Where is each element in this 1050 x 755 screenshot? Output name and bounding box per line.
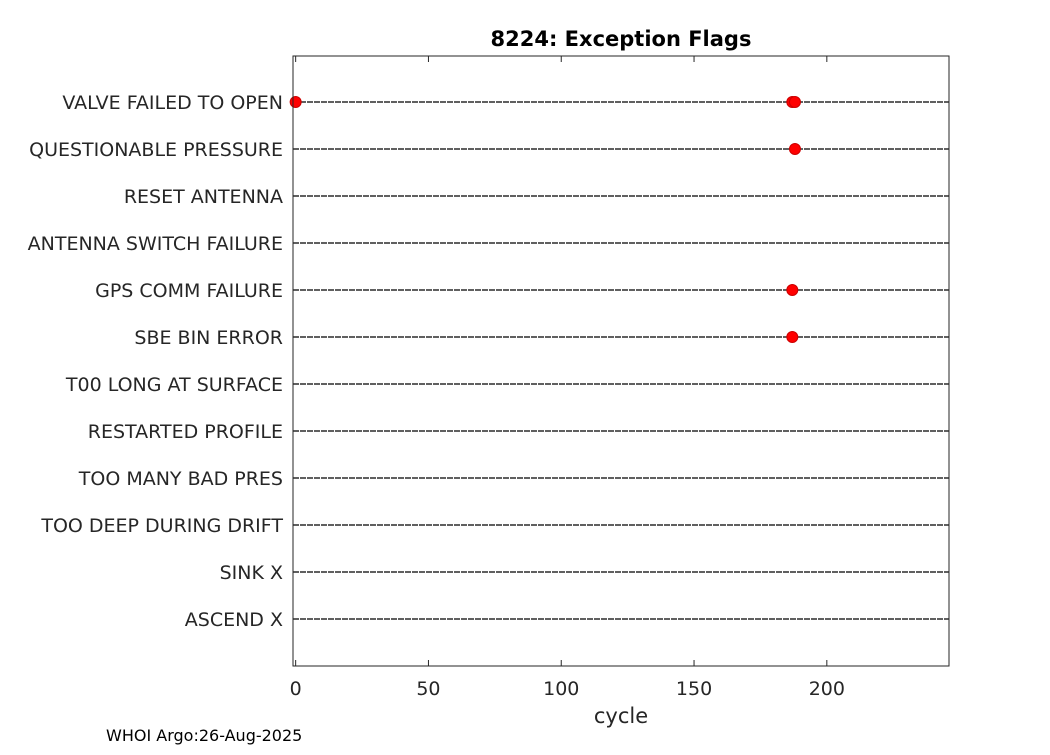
y-tick-labels: VALVE FAILED TO OPEN QUESTIONABLE PRESSUR…: [28, 92, 284, 631]
x-axis-label: cycle: [594, 704, 648, 728]
data-points: [289, 96, 801, 343]
chart-title: 8224: Exception Flags: [491, 27, 752, 51]
y-tick-label: T00 LONG AT SURFACE: [65, 374, 283, 396]
y-tick-label: VALVE FAILED TO OPEN: [62, 92, 283, 114]
data-point: [788, 96, 801, 108]
x-ticks: 0 50 100 150 200: [290, 56, 845, 700]
y-tick-label: SBE BIN ERROR: [134, 327, 283, 349]
y-tick-label: RESTARTED PROFILE: [88, 421, 283, 443]
y-tick-label: SINK X: [220, 562, 283, 584]
data-point: [786, 331, 799, 343]
y-tick-label: GPS COMM FAILURE: [95, 280, 283, 302]
x-tick-label: 200: [809, 678, 845, 700]
row-lines: [293, 101, 949, 620]
x-tick-label: 150: [676, 678, 712, 700]
data-point: [289, 96, 302, 108]
footer-note: WHOI Argo:26-Aug-2025: [106, 726, 303, 745]
plot-background: [293, 56, 949, 666]
x-tick-label: 0: [290, 678, 302, 700]
plot-frame: [292, 55, 950, 667]
x-tick-label: 50: [416, 678, 440, 700]
y-tick-label: ASCEND X: [185, 609, 283, 631]
y-tick-label: TOO DEEP DURING DRIFT: [40, 515, 283, 537]
y-tick-label: ANTENNA SWITCH FAILURE: [28, 233, 283, 255]
y-tick-label: TOO MANY BAD PRES: [78, 468, 283, 490]
y-tick-label: QUESTIONABLE PRESSURE: [29, 139, 283, 161]
x-tick-label: 100: [543, 678, 579, 700]
y-tick-label: RESET ANTENNA: [124, 186, 283, 208]
data-point: [788, 143, 801, 155]
data-point: [786, 284, 799, 296]
